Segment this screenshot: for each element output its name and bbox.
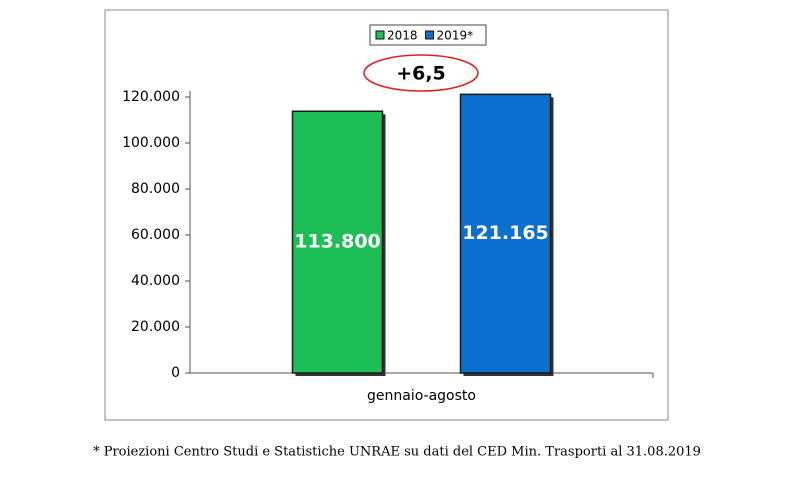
legend-swatch [425,30,435,40]
y-tick-label: 80.000 [131,181,180,197]
y-tick-label: 40.000 [131,273,180,289]
y-tick-label: 60.000 [131,227,180,243]
chart-frame [104,9,669,421]
legend-label: 2019* [437,29,474,43]
y-tick-label: 0 [171,365,180,381]
legend-swatch [375,30,385,40]
y-tick-label: 20.000 [131,319,180,335]
annotation: +6,5 [396,63,446,85]
x-tick-label: gennaio-agosto [367,388,476,404]
legend-label: 2018 [387,29,418,43]
y-tick-label: 100.000 [122,135,180,151]
y-tick-label: 120.000 [122,89,180,105]
annotation-ellipse [363,54,479,92]
data-label: 121.165 [462,222,549,244]
data-label: 113.800 [294,231,381,253]
bar [459,93,552,374]
footnote: * Proiezioni Centro Studi e Statistiche … [93,445,701,460]
bar [291,110,384,374]
